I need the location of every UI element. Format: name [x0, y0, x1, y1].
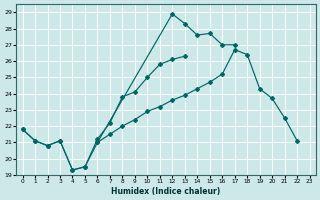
X-axis label: Humidex (Indice chaleur): Humidex (Indice chaleur) [111, 187, 221, 196]
